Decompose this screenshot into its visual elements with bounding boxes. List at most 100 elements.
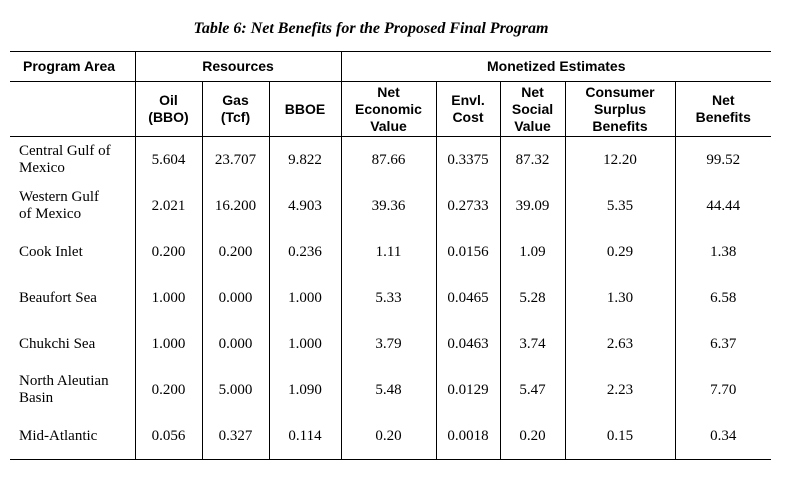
text-line: Beaufort Sea [19, 289, 97, 306]
cell-nev: 39.36 [340, 183, 436, 229]
cell-csb: 0.15 [564, 413, 675, 460]
cell-nb: 6.58 [674, 275, 772, 321]
cell-oil: 5.604 [134, 136, 202, 183]
cell-envl: 0.2733 [435, 183, 500, 229]
table-caption: Table 6: Net Benefits for the Proposed F… [193, 20, 549, 37]
text-line: Social [511, 100, 554, 117]
table-row: Chukchi Sea 1.000 0.000 1.000 3.79 0.0463 3.74… [10, 321, 772, 367]
cell-envl: 0.0463 [435, 321, 500, 367]
text-line: Benefits [592, 117, 648, 134]
text-line: North Aleutian [19, 373, 109, 389]
program-area-cell: Cook Inlet [10, 229, 135, 275]
table-row: North Aleutian Basin 0.200 5.000 1.090 5.48 0.… [10, 367, 772, 413]
text-line: (BBO) [148, 109, 189, 125]
cell-gas: 0.000 [201, 275, 269, 321]
program-area-cell: Chukchi Sea [10, 321, 135, 367]
column-header-gas: Gas (Tcf) [201, 81, 269, 137]
cell-gas: 0.200 [201, 229, 269, 275]
column-header-row: Oil (BBO) Gas (Tcf) BBOE Net Economic Value Envl… [10, 81, 772, 137]
cell-bboe: 1.000 [268, 275, 341, 321]
column-header-oil: Oil (BBO) [134, 81, 202, 137]
cell-csb: 2.63 [564, 321, 675, 367]
monetized-estimates-header: Monetized Estimates [340, 51, 772, 82]
text-line: Oil [159, 92, 178, 108]
cell-gas: 23.707 [201, 136, 269, 183]
text-line: of Mexico [19, 206, 82, 222]
cell-nev: 87.66 [340, 136, 436, 183]
cell-nev: 0.20 [340, 413, 436, 460]
cell-bboe: 0.114 [268, 413, 341, 460]
cell-csb: 5.35 [564, 183, 675, 229]
header-group-row: Program Area Resources Monetized Estimat… [10, 51, 772, 82]
column-header-nb: Net Benefits [674, 81, 772, 137]
text-line: Mexico [19, 160, 65, 176]
text-line: Net [377, 83, 400, 100]
cell-nsv: 87.32 [499, 136, 565, 183]
cell-nev: 3.79 [340, 321, 436, 367]
cell-envl: 0.0156 [435, 229, 500, 275]
column-header-csb: Consumer Surplus Benefits [564, 81, 675, 137]
cell-nsv: 39.09 [499, 183, 565, 229]
table-row: Cook Inlet 0.200 0.200 0.236 1.11 0.0156 1.09 0… [10, 229, 772, 275]
table-row: Beaufort Sea 1.000 0.000 1.000 5.33 0.0465 5.2… [10, 275, 772, 321]
cell-oil: 0.200 [134, 229, 202, 275]
text-line: Value [514, 117, 551, 134]
text-line: Cook Inlet [19, 243, 83, 260]
cell-nev: 1.11 [340, 229, 436, 275]
cell-nev: 5.48 [340, 367, 436, 413]
table-body: Central Gulf of Mexico 5.604 23.707 9.822 87.… [10, 136, 772, 460]
cell-oil: 0.056 [134, 413, 202, 460]
text-line: Economic [355, 100, 422, 117]
column-header-nev: Net Economic Value [340, 81, 436, 137]
cell-bboe: 1.000 [268, 321, 341, 367]
net-benefits-table: Program Area Resources Monetized Estimat… [10, 51, 772, 460]
text-line: Mid-Atlantic [19, 427, 98, 444]
text-line: Basin [19, 390, 54, 406]
column-header-nsv: Net Social Value [499, 81, 565, 137]
cell-oil: 2.021 [134, 183, 202, 229]
text-line: Benefits [695, 109, 751, 125]
program-area-cell: Central Gulf of Mexico [10, 137, 135, 184]
cell-gas: 5.000 [201, 367, 269, 413]
cell-csb: 12.20 [564, 136, 675, 183]
program-area-blank-header [10, 81, 135, 137]
text-line: Gas [222, 92, 249, 108]
cell-gas: 0.000 [201, 321, 269, 367]
table-row: Western Gulf of Mexico 2.021 16.200 4.903 39.… [10, 183, 772, 229]
text-line: Chukchi Sea [19, 335, 96, 352]
cell-nsv: 3.74 [499, 321, 565, 367]
column-header-envl: Envl. Cost [435, 81, 500, 137]
table-row: Mid-Atlantic 0.056 0.327 0.114 0.20 0.0018 0.2… [10, 413, 772, 460]
text-line: Envl. [451, 92, 485, 108]
program-area-header: Program Area [10, 51, 135, 82]
cell-envl: 0.3375 [435, 136, 500, 183]
cell-nb: 44.44 [674, 183, 772, 229]
cell-envl: 0.0465 [435, 275, 500, 321]
cell-bboe: 0.236 [268, 229, 341, 275]
cell-bboe: 9.822 [268, 136, 341, 183]
cell-csb: 2.23 [564, 367, 675, 413]
cell-envl: 0.0018 [435, 413, 500, 460]
program-area-cell: North Aleutian Basin [10, 367, 135, 413]
program-area-cell: Western Gulf of Mexico [10, 183, 135, 229]
text-line: Consumer [585, 83, 655, 100]
cell-csb: 0.29 [564, 229, 675, 275]
program-area-cell: Mid-Atlantic [10, 413, 135, 460]
cell-nb: 99.52 [674, 136, 772, 183]
cell-envl: 0.0129 [435, 367, 500, 413]
cell-gas: 0.327 [201, 413, 269, 460]
cell-nb: 1.38 [674, 229, 772, 275]
cell-nsv: 5.28 [499, 275, 565, 321]
text-line: BBOE [284, 100, 326, 117]
program-area-cell: Beaufort Sea [10, 275, 135, 321]
cell-nsv: 0.20 [499, 413, 565, 460]
text-line: Western Gulf [19, 189, 100, 205]
cell-nb: 0.34 [674, 413, 772, 460]
text-line: Central Gulf of [19, 143, 111, 159]
text-line: Surplus [593, 100, 647, 117]
cell-nb: 7.70 [674, 367, 772, 413]
text-line: (Tcf) [220, 109, 251, 125]
cell-csb: 1.30 [564, 275, 675, 321]
cell-oil: 0.200 [134, 367, 202, 413]
table-row: Central Gulf of Mexico 5.604 23.707 9.822 87.… [10, 136, 772, 184]
